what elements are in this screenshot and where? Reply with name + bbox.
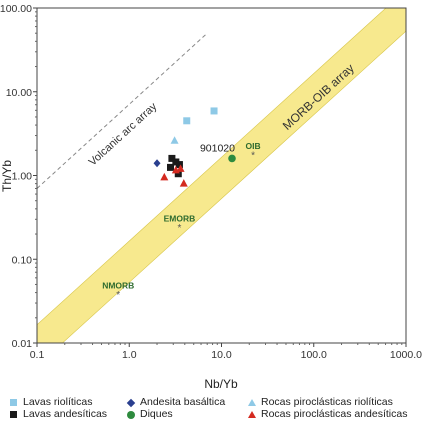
reference-point-marker: *	[177, 223, 181, 234]
data-point-square	[168, 154, 176, 162]
legend-label: Lavas riolíticas	[23, 396, 93, 408]
legend-item: Lavas riolíticas	[8, 397, 92, 408]
morb-oib-band	[37, 8, 406, 343]
y-tick-label: 1.00	[12, 171, 33, 183]
data-point-circle	[228, 154, 236, 163]
y-tick-label: 10.00	[6, 87, 32, 99]
y-tick-label: 0.01	[12, 338, 33, 350]
legend-marker-diamond	[125, 397, 136, 408]
arc-label: Volcanic arc array	[87, 100, 160, 168]
legend-label: Rocas piroclásticas andesíticas	[261, 408, 408, 420]
x-tick-label: 10.0	[211, 349, 232, 361]
x-tick-label: 0.1	[30, 349, 45, 361]
reference-point-marker: *	[251, 151, 255, 162]
legend-item: Diques	[125, 409, 173, 420]
legend-marker-square	[8, 397, 19, 408]
x-axis-label: Nb/Yb	[204, 377, 238, 391]
data-point-triangle	[176, 164, 185, 172]
data-point-square	[174, 170, 182, 178]
reference-point-label: EMORB	[164, 213, 196, 223]
data-point-diamond	[153, 159, 161, 168]
x-tick-label: 1.0	[122, 349, 137, 361]
y-tick-label: 0.10	[12, 254, 33, 266]
y-axis-label: Th/Yb	[0, 160, 14, 192]
data-point-triangle	[160, 172, 169, 181]
reference-point-label: NMORB	[102, 280, 134, 290]
x-tick-label: 100.0	[301, 349, 327, 361]
legend-item: Rocas piroclásticas andesíticas	[246, 409, 407, 420]
legend-item: Lavas andesíticas	[8, 409, 107, 420]
data-point-square	[210, 107, 218, 115]
data-point-square	[172, 158, 180, 166]
volcanic-arc-line	[37, 32, 208, 189]
sample-label: 901020	[200, 142, 235, 154]
data-point-square	[167, 163, 175, 171]
legend-marker-square	[8, 409, 19, 420]
legend-label: Lavas andesíticas	[23, 408, 108, 420]
legend-marker-triangle	[246, 409, 257, 420]
legend-label: Andesita basáltica	[140, 396, 226, 408]
data-point-triangle	[171, 165, 180, 174]
legend-marker-circle	[125, 409, 136, 420]
legend-item: Rocas piroclásticas riolíticas	[246, 397, 393, 408]
legend-label: Rocas piroclásticas riolíticas	[261, 396, 393, 408]
data-point-square	[183, 117, 191, 125]
legend-label: Diques	[140, 408, 173, 420]
legend-item: Andesita basáltica	[125, 397, 225, 408]
y-tick-label: 100.00	[0, 3, 32, 15]
data-point-triangle	[170, 136, 179, 144]
reference-point-marker: *	[116, 290, 120, 301]
reference-point-label: OIB	[246, 141, 261, 151]
legend: Lavas riolíticas Andesita basáltica Rocas …	[8, 397, 418, 421]
data-point-triangle	[179, 179, 188, 187]
x-tick-label: 1000.0	[390, 349, 422, 361]
data-point-square	[175, 161, 183, 169]
legend-marker-triangle	[246, 397, 257, 408]
